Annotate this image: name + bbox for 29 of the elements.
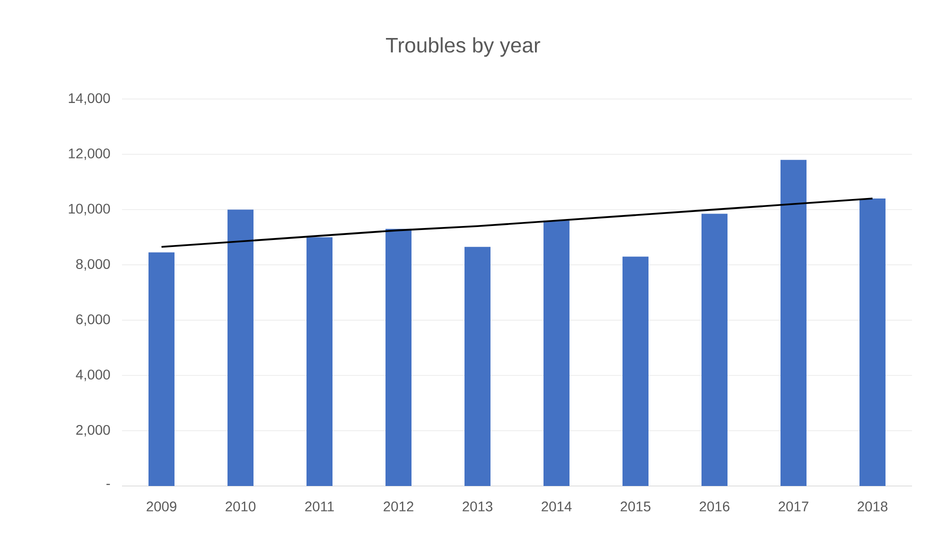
bar	[228, 210, 254, 486]
y-tick-label: 12,000	[68, 148, 110, 160]
y-tick-label: 4,000	[76, 370, 110, 382]
bar	[464, 246, 490, 486]
bar	[544, 220, 570, 486]
y-tick-label: 2,000	[76, 424, 110, 436]
x-tick-label: 2013	[462, 502, 492, 512]
bar	[306, 237, 332, 486]
x-tick-label: 2012	[384, 502, 414, 512]
bar	[780, 160, 807, 486]
x-tick-label: 2018	[858, 502, 888, 512]
y-tick-label: 14,000	[68, 93, 110, 105]
y-tick-label: 8,000	[76, 259, 110, 271]
bar	[148, 252, 174, 486]
y-tick-label: 6,000	[76, 314, 110, 326]
y-tick-label: -	[106, 484, 110, 485]
x-tick-label: 2014	[542, 502, 572, 512]
bar	[860, 198, 886, 486]
y-tick-label: 10,000	[68, 204, 110, 216]
bar	[622, 256, 648, 486]
x-tick-label: 2011	[305, 502, 334, 512]
x-tick-label: 2009	[146, 502, 176, 512]
x-tick-label: 2016	[700, 502, 730, 512]
chart-title: Troubles by year	[386, 37, 540, 57]
x-tick-label: 2017	[778, 502, 808, 512]
x-tick-label: 2015	[620, 502, 650, 512]
bar	[386, 228, 412, 486]
x-tick-label: 2010	[226, 502, 256, 512]
bar	[702, 214, 728, 486]
